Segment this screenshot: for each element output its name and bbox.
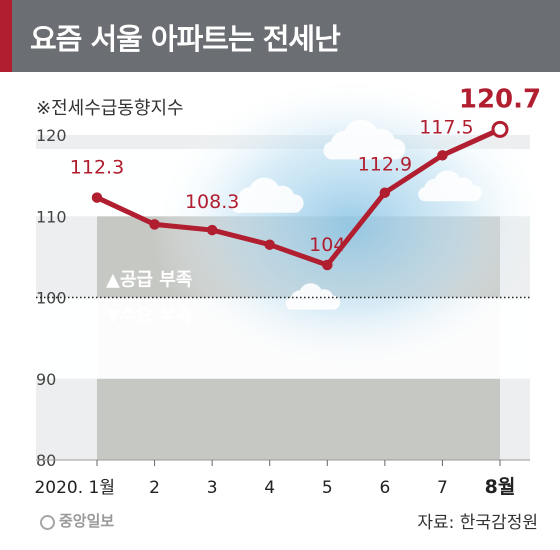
- y-tick-label-0: 120: [36, 126, 67, 145]
- data-point-2: [206, 224, 218, 236]
- y-tick-label-2: 100: [36, 289, 67, 308]
- chart-subtitle: ※전세수급동향지수: [36, 98, 184, 119]
- logo-text: 중앙일보: [59, 512, 115, 530]
- data-label-7: 120.7: [459, 84, 541, 114]
- source-note: 자료: 한국감정원: [417, 513, 538, 533]
- x-tick-label-3: 4: [264, 478, 275, 498]
- x-tick-label-4: 5: [322, 478, 333, 498]
- cloud-3-base: [419, 191, 480, 202]
- data-label-6: 117.5: [419, 116, 473, 138]
- cloud-4-base: [286, 301, 339, 310]
- data-point-0: [91, 192, 103, 203]
- cloud-1: [323, 119, 406, 160]
- data-point-5: [379, 187, 391, 198]
- y-tick-label-3: 90: [36, 370, 56, 389]
- data-point-4: [322, 259, 333, 271]
- series-line: [94, 126, 503, 268]
- x-tick-label-2: 3: [207, 478, 218, 498]
- data-point-7: [491, 120, 509, 138]
- data-point-1: [149, 219, 160, 230]
- y-tick-label-1: 110: [36, 207, 67, 226]
- cloud-1-base: [325, 146, 403, 160]
- annotation-supply-shortage: ▲공급 부족: [106, 270, 192, 291]
- x-tick-label-5: 6: [379, 478, 390, 498]
- data-label-5: 112.9: [358, 154, 412, 176]
- x-tick-label-7: 8월: [485, 476, 516, 498]
- publisher-logo: 중앙일보: [40, 510, 114, 531]
- x-tick-label-0: 2020. 1월: [34, 478, 115, 498]
- cloud-4: [285, 283, 341, 310]
- data-label-0: 112.3: [70, 157, 124, 179]
- cloud-3: [418, 170, 482, 202]
- x-tick-label-6: 7: [437, 478, 448, 498]
- data-point-3: [264, 239, 275, 250]
- page-title: 요즘 서울 아파트는 전세난: [30, 22, 341, 56]
- sky-glow: [150, 75, 550, 375]
- data-label-2: 108.3: [185, 191, 239, 213]
- data-point-6: [437, 150, 448, 161]
- title-bar: 요즘 서울 아파트는 전세난: [0, 0, 560, 72]
- annotation-demand-shortage: ▼수요 부족: [106, 306, 192, 327]
- title-accent: [0, 0, 12, 72]
- cloud-2: [230, 177, 304, 213]
- logo-mark-icon: [40, 515, 55, 530]
- data-label-4: 104: [309, 234, 345, 256]
- cloud-2-base: [232, 201, 302, 213]
- x-tick-label-1: 2: [149, 478, 160, 498]
